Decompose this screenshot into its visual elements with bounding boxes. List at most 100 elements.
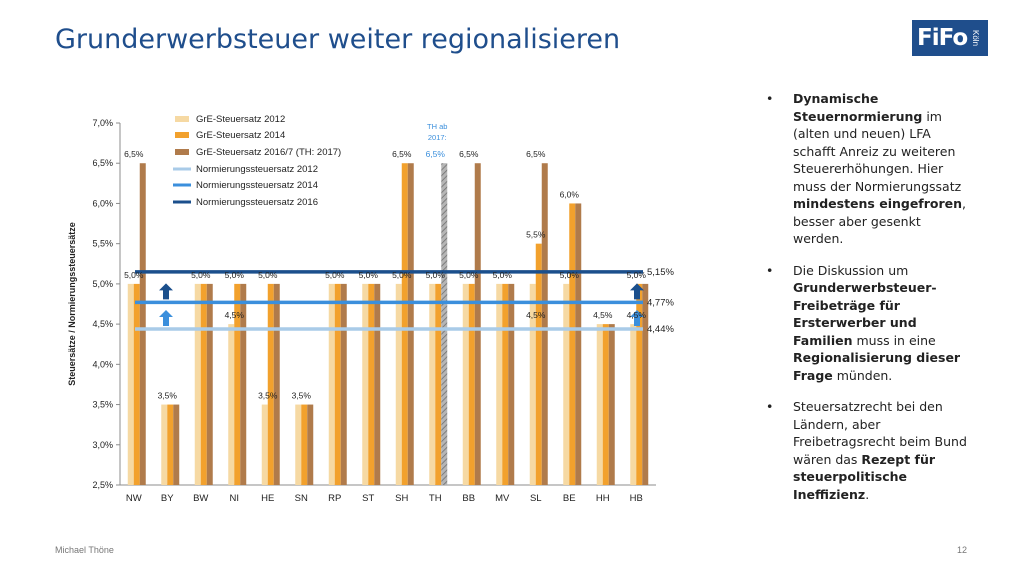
legend-swatch [175,116,189,122]
normierung-label: 5,15% [647,267,674,278]
bullet-text: . [865,486,870,502]
th-annotation: TH ab [427,122,447,131]
bar-he-2 [267,283,274,485]
legend-swatch [175,149,189,155]
bar-sh-3 [407,163,414,485]
legend-entry: Normierungssteuersatz 2014 [196,180,318,191]
data-label: 6,5% [392,149,412,159]
bar-bb-3 [474,163,481,485]
bar-bb-2 [468,283,475,485]
x-tick-label: SN [295,493,308,504]
bar-sh-2 [401,163,408,485]
bullet-bold-text: Rezept für steuerpolitische Ineffizienz [793,451,936,502]
logo-city: Köln [971,29,981,46]
bar-sn-2 [301,404,308,485]
bullet-text: , besser aber gesenkt werden. [793,196,967,246]
bullet-bold-text: Grunderwerbsteuer-Freibeträge für Erster… [793,280,937,348]
bullet-bold-text: Dynamische Steuernormierung [793,91,923,124]
x-tick-label: MV [495,493,510,504]
x-tick-label: HB [630,493,643,504]
bar-st-1 [362,283,369,485]
bullet-item: Die Diskussion um Grunderwerbsteuer-Frei… [760,262,975,385]
bar-hh-2 [602,324,609,485]
up-arrow-icon [159,283,173,300]
data-label: 6,5% [459,149,479,159]
normierung-label: 4,44% [647,324,674,335]
bar-th-3 [441,163,448,485]
x-tick-label: SL [530,493,542,504]
data-label: 4,5% [526,310,546,320]
data-label: 5,0% [560,270,580,280]
bar-sl-1 [529,283,536,485]
data-label: 5,0% [627,270,647,280]
data-label: 6,5% [526,149,546,159]
y-tick-label: 5,0% [92,279,113,289]
x-tick-label: TH [429,493,442,504]
bar-hh-1 [596,324,603,485]
x-tick-label: NI [230,493,240,504]
legend-entry: Normierungssteuersatz 2012 [196,164,318,175]
x-tick-label: SH [395,493,408,504]
normierung-label: 4,77% [647,297,674,308]
x-tick-label: NW [126,493,142,504]
y-tick-label: 6,0% [92,198,113,208]
up-arrow-icon [630,283,644,300]
data-label: 5,0% [258,270,278,280]
bar-rp-1 [328,283,335,485]
legend-entry: GrE-Steuersatz 2016/7 (TH: 2017) [196,147,341,158]
bar-by-3 [173,404,180,485]
data-label: 5,0% [325,270,345,280]
y-tick-label: 7,0% [92,118,113,128]
bar-sn-1 [295,404,302,485]
y-tick-label: 3,0% [92,440,113,450]
x-tick-label: BY [161,493,174,504]
bar-ni-3 [240,283,247,485]
page-number: 12 [957,545,968,555]
bar-bw-2 [200,283,207,485]
bar-be-2 [569,203,576,485]
data-label: 5,0% [426,270,446,280]
bar-by-1 [161,404,168,485]
bar-hh-3 [608,324,615,485]
bar-bw-1 [194,283,201,485]
data-label: 4,5% [593,310,613,320]
bar-he-3 [273,283,280,485]
up-arrow-icon [159,309,173,326]
footer-author: Michael Thöne [55,545,114,555]
x-tick-label: BW [193,493,208,504]
x-tick-label: HE [261,493,274,504]
bullet-bold-text: Regionalisierung dieser Frage [793,350,961,383]
bullet-text: münden. [832,367,893,383]
y-tick-label: 4,5% [92,319,113,329]
bar-hb-2 [636,283,643,485]
data-label: 5,0% [493,270,513,280]
bullet-text: Steuersatzrecht bei den Ländern, aber Fr… [793,399,967,467]
bar-mv-1 [496,283,503,485]
data-label: 5,0% [191,270,211,280]
x-tick-label: ST [362,493,374,504]
bullet-list: Dynamische Steuernormierung im (alten un… [760,90,975,517]
bar-hb-1 [630,324,637,485]
y-tick-label: 4,0% [92,359,113,369]
logo-word: FiFo [917,25,968,51]
th-annotation: 2017: [428,133,447,142]
data-label: 5,0% [124,270,144,280]
bar-be-1 [563,283,570,485]
data-label: 6,5% [124,149,144,159]
data-label: 3,5% [292,391,312,401]
bar-ni-1 [228,324,235,485]
x-tick-label: RP [328,493,341,504]
x-tick-label: HH [596,493,610,504]
data-label: 5,0% [459,270,479,280]
bullet-bold-text: mindestens eingefroren [793,196,963,211]
bar-st-3 [374,283,381,485]
bar-be-3 [575,203,582,485]
slide-title: Grunderwerbsteuer weiter regionalisieren [55,24,621,55]
x-tick-label: BE [563,493,576,504]
bar-bw-3 [206,283,213,485]
y-tick-label: 5,5% [92,239,113,249]
bar-sl-2 [535,243,542,485]
bar-mv-3 [508,283,515,485]
up-arrow-icon [630,309,644,326]
legend-swatch [175,132,189,138]
